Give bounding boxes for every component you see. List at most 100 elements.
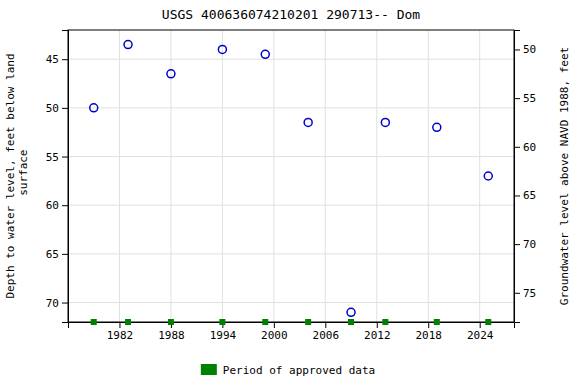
tick-label: 45 xyxy=(46,53,59,66)
tick-mark xyxy=(514,293,520,294)
square-marker xyxy=(262,319,268,325)
tick-label: 60 xyxy=(523,141,536,154)
grid-line-y xyxy=(68,107,514,108)
tick: 55 xyxy=(46,151,68,164)
tick-mark xyxy=(514,49,520,50)
point xyxy=(484,172,492,180)
tick-label: 55 xyxy=(46,151,59,164)
tick-mark xyxy=(377,322,378,328)
tick-mark xyxy=(325,322,326,328)
tick: 65 xyxy=(46,248,68,261)
legend-item: Period of approved data xyxy=(201,364,375,377)
grid-line-x xyxy=(376,30,377,322)
tick-label: 65 xyxy=(523,189,536,202)
grid-line-x xyxy=(273,30,274,322)
tick-label: 60 xyxy=(46,199,59,212)
grid-line-x xyxy=(119,30,120,322)
tick: 2006 xyxy=(313,322,340,342)
legend-swatch xyxy=(201,364,217,375)
tick-label: 70 xyxy=(46,297,59,310)
tick-mark xyxy=(514,98,520,99)
tick-mark xyxy=(62,59,68,60)
tick-label: 1994 xyxy=(210,329,237,342)
tick: 70 xyxy=(514,238,536,251)
axis-line xyxy=(515,31,521,323)
tick: 60 xyxy=(46,199,68,212)
square-marker xyxy=(434,319,440,325)
tick-mark xyxy=(274,322,275,328)
y2-axis-title: Groundwater level above NAVD 1988, feet xyxy=(558,47,571,305)
y2-axis: 50 55 60 65 70 75 xyxy=(514,31,536,323)
y-axis-title: Depth to water level, feet below land su… xyxy=(4,53,30,298)
tick-label: 50 xyxy=(523,43,536,56)
tick: 50 xyxy=(514,43,536,56)
tick-label: 2006 xyxy=(313,329,340,342)
point xyxy=(304,118,312,126)
tick: 50 xyxy=(46,102,68,115)
tick-mark xyxy=(62,205,68,206)
tick-label: 75 xyxy=(523,287,536,300)
tick-mark xyxy=(428,322,429,328)
grid-line-y xyxy=(68,156,514,157)
tick: 65 xyxy=(514,189,536,202)
tick-mark xyxy=(62,303,68,304)
grid-line-x xyxy=(325,30,326,322)
grid xyxy=(68,30,514,322)
plot-frame xyxy=(68,30,514,322)
y-axis: 45 50 55 60 65 70 xyxy=(46,31,69,323)
tick-label: 70 xyxy=(523,238,536,251)
point xyxy=(124,41,132,49)
tick-mark xyxy=(480,322,481,328)
point xyxy=(433,123,441,131)
plot: 1982198819942000200620122018202445505560… xyxy=(46,30,537,342)
title: USGS 400636074210201 290713-- Dom xyxy=(162,7,420,22)
tick-label: 1982 xyxy=(107,329,134,342)
tick-label: 1988 xyxy=(158,329,185,342)
point xyxy=(218,45,226,53)
square-marker xyxy=(382,319,388,325)
axis-line xyxy=(62,31,69,323)
x-axis: 19821988199420002006201220182024 xyxy=(69,322,515,342)
tick-mark xyxy=(514,195,520,196)
tick: 75 xyxy=(514,287,536,300)
grid-line-y xyxy=(68,205,514,206)
square-marker xyxy=(485,319,491,325)
tick-mark xyxy=(62,108,68,109)
tick-label: 2024 xyxy=(467,329,494,342)
point xyxy=(261,50,269,58)
tick-label: 55 xyxy=(523,92,536,105)
tick-label: 65 xyxy=(46,248,59,261)
edge-marks xyxy=(91,319,492,325)
tick-label: 50 xyxy=(46,102,59,115)
square-marker xyxy=(125,319,131,325)
point xyxy=(347,308,355,316)
tick-mark xyxy=(62,157,68,158)
grid-line-y xyxy=(68,253,514,254)
grid-line-x xyxy=(428,30,429,322)
grid-line-x xyxy=(479,30,480,322)
tick-label: 2012 xyxy=(364,329,391,342)
square-marker xyxy=(219,319,225,325)
tick: 45 xyxy=(46,53,68,66)
point xyxy=(90,104,98,112)
tick: 70 xyxy=(46,297,68,310)
tick-mark xyxy=(514,244,520,245)
tick-mark xyxy=(119,322,120,328)
marks xyxy=(90,41,493,317)
tick-mark xyxy=(62,254,68,255)
point xyxy=(167,70,175,78)
axis-line xyxy=(69,323,515,329)
square-marker xyxy=(348,319,354,325)
tick: 55 xyxy=(514,92,536,105)
square-marker xyxy=(168,319,174,325)
legend: Period of approved data xyxy=(201,364,375,377)
tick-mark xyxy=(514,147,520,148)
grid-line-x xyxy=(170,30,171,322)
tick-label: 2018 xyxy=(415,329,442,342)
legend-label: Period of approved data xyxy=(223,364,375,377)
grid-line-y xyxy=(68,302,514,303)
chart: 1982198819942000200620122018202445505560… xyxy=(0,0,576,384)
grid-line-y xyxy=(68,59,514,60)
square-marker xyxy=(305,319,311,325)
tick: 60 xyxy=(514,141,536,154)
